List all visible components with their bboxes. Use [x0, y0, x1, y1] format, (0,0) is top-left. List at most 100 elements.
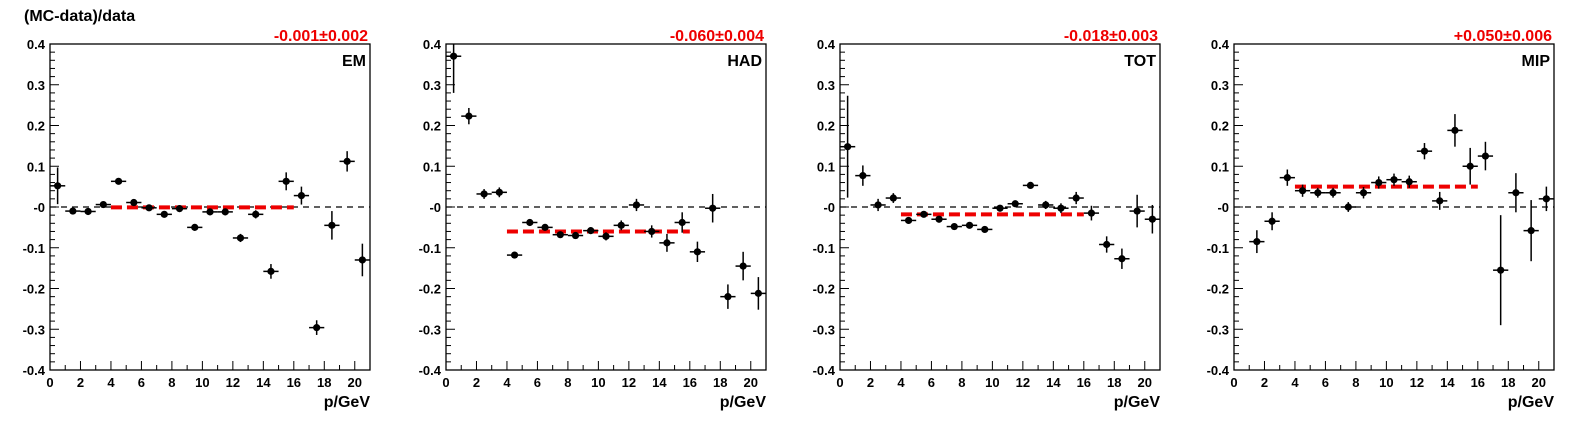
x-tick-label: 14: [1440, 375, 1455, 390]
y-tick-label: -0.1: [419, 241, 441, 256]
x-tick-label: 4: [107, 375, 115, 390]
panel-label: EM: [342, 53, 366, 70]
data-point: [617, 221, 625, 229]
data-point: [236, 234, 245, 242]
data-point: [313, 324, 321, 332]
data-point: [1298, 187, 1307, 195]
x-axis-title: p/GeV: [720, 394, 767, 411]
x-tick-label: 20: [1138, 375, 1152, 390]
data-point: [1481, 152, 1490, 160]
x-tick-label: 16: [1077, 375, 1091, 390]
x-tick-label: 18: [1107, 375, 1121, 390]
x-tick-label: 12: [226, 375, 240, 390]
data-point: [1344, 203, 1352, 211]
y-tick-label: 0.2: [817, 119, 835, 134]
data-point: [1011, 200, 1019, 208]
data-point: [465, 112, 473, 120]
data-point: [1026, 181, 1035, 190]
y-tick-label: 0.2: [1211, 119, 1229, 134]
data-point: [663, 239, 671, 247]
y-tick-label: -0.2: [419, 282, 441, 297]
data-point: [1451, 126, 1459, 134]
y-tick-label: -0.3: [23, 322, 45, 337]
y-tick-label: -0.3: [419, 322, 441, 337]
data-point: [1268, 217, 1276, 225]
data-point: [267, 267, 275, 275]
x-tick-label: 2: [77, 375, 84, 390]
data-point: [1253, 238, 1261, 246]
y-tick-label: -0.1: [23, 241, 45, 256]
data-point: [1118, 255, 1126, 263]
x-tick-label: 0: [46, 375, 53, 390]
y-tick-label: 0.1: [1211, 159, 1229, 174]
x-tick-label: 12: [1410, 375, 1424, 390]
data-point: [693, 248, 702, 256]
x-tick-label: 20: [744, 375, 758, 390]
data-point: [1375, 178, 1383, 187]
data-point: [1148, 215, 1156, 223]
data-point: [709, 204, 717, 212]
data-point: [343, 157, 351, 165]
data-point: [602, 232, 610, 240]
x-tick-label: 14: [1046, 375, 1061, 390]
y-tick-label: 0.3: [1211, 78, 1229, 93]
data-point: [541, 223, 549, 231]
fit-result-label: -0.060±0.004: [670, 28, 764, 45]
x-axis-title: p/GeV: [324, 394, 371, 411]
y-tick-label: 0.4: [817, 37, 836, 52]
data-point: [874, 201, 882, 209]
data-point: [54, 182, 62, 190]
data-point: [145, 204, 153, 212]
data-point: [1359, 189, 1368, 197]
data-point: [175, 205, 184, 213]
fit-result-label: +0.050±0.006: [1454, 28, 1552, 45]
data-point: [1497, 266, 1505, 274]
data-point: [981, 225, 989, 234]
y-tick-label: -0.4: [419, 363, 442, 378]
data-point: [889, 194, 897, 202]
y-tick-label: -0.4: [813, 363, 836, 378]
panel-had: -0.4 -0.3 -0.2 -0.1 -0 0.1 0.2 0.3 0.4 0 2 4 6 8 10 12 1…: [419, 28, 767, 411]
y-tick-label: -0.4: [23, 363, 46, 378]
y-tick-label: -0: [429, 200, 441, 215]
x-tick-label: 16: [1471, 375, 1485, 390]
y-axis-title: (MC-data)/data: [24, 8, 136, 25]
data-point: [648, 227, 656, 236]
x-tick-label: 4: [1291, 375, 1299, 390]
data-point: [950, 222, 958, 231]
y-tick-label: -0.1: [813, 241, 835, 256]
y-tick-label: 0.3: [817, 78, 835, 93]
data-point: [844, 143, 852, 151]
x-tick-label: 18: [713, 375, 727, 390]
data-point: [1542, 195, 1550, 203]
x-axis-title: p/GeV: [1508, 394, 1555, 411]
data-point: [1057, 204, 1065, 212]
data-point: [1042, 201, 1050, 209]
x-tick-label: 10: [195, 375, 209, 390]
x-tick-label: 0: [836, 375, 843, 390]
data-point: [1405, 178, 1413, 186]
x-tick-label: 20: [348, 375, 362, 390]
x-tick-label: 8: [564, 375, 571, 390]
y-tick-label: 0.1: [27, 159, 45, 174]
data-point: [297, 191, 306, 200]
data-point: [526, 218, 534, 227]
y-tick-label: -0.1: [1207, 241, 1229, 256]
data-point: [739, 262, 747, 270]
data-point: [1103, 240, 1111, 249]
x-axis-title: p/GeV: [1114, 394, 1161, 411]
x-tick-label: 14: [256, 375, 271, 390]
data-point: [859, 172, 867, 180]
y-tick-label: 0.3: [27, 78, 45, 93]
x-tick-label: 16: [683, 375, 697, 390]
data-point: [1390, 176, 1398, 184]
y-tick-label: 0.2: [423, 119, 441, 134]
data-point: [99, 200, 107, 209]
x-tick-label: 10: [1379, 375, 1393, 390]
data-point: [1466, 162, 1474, 170]
x-tick-label: 2: [867, 375, 874, 390]
data-point: [69, 207, 77, 215]
data-point: [328, 221, 336, 229]
data-point: [480, 190, 488, 198]
